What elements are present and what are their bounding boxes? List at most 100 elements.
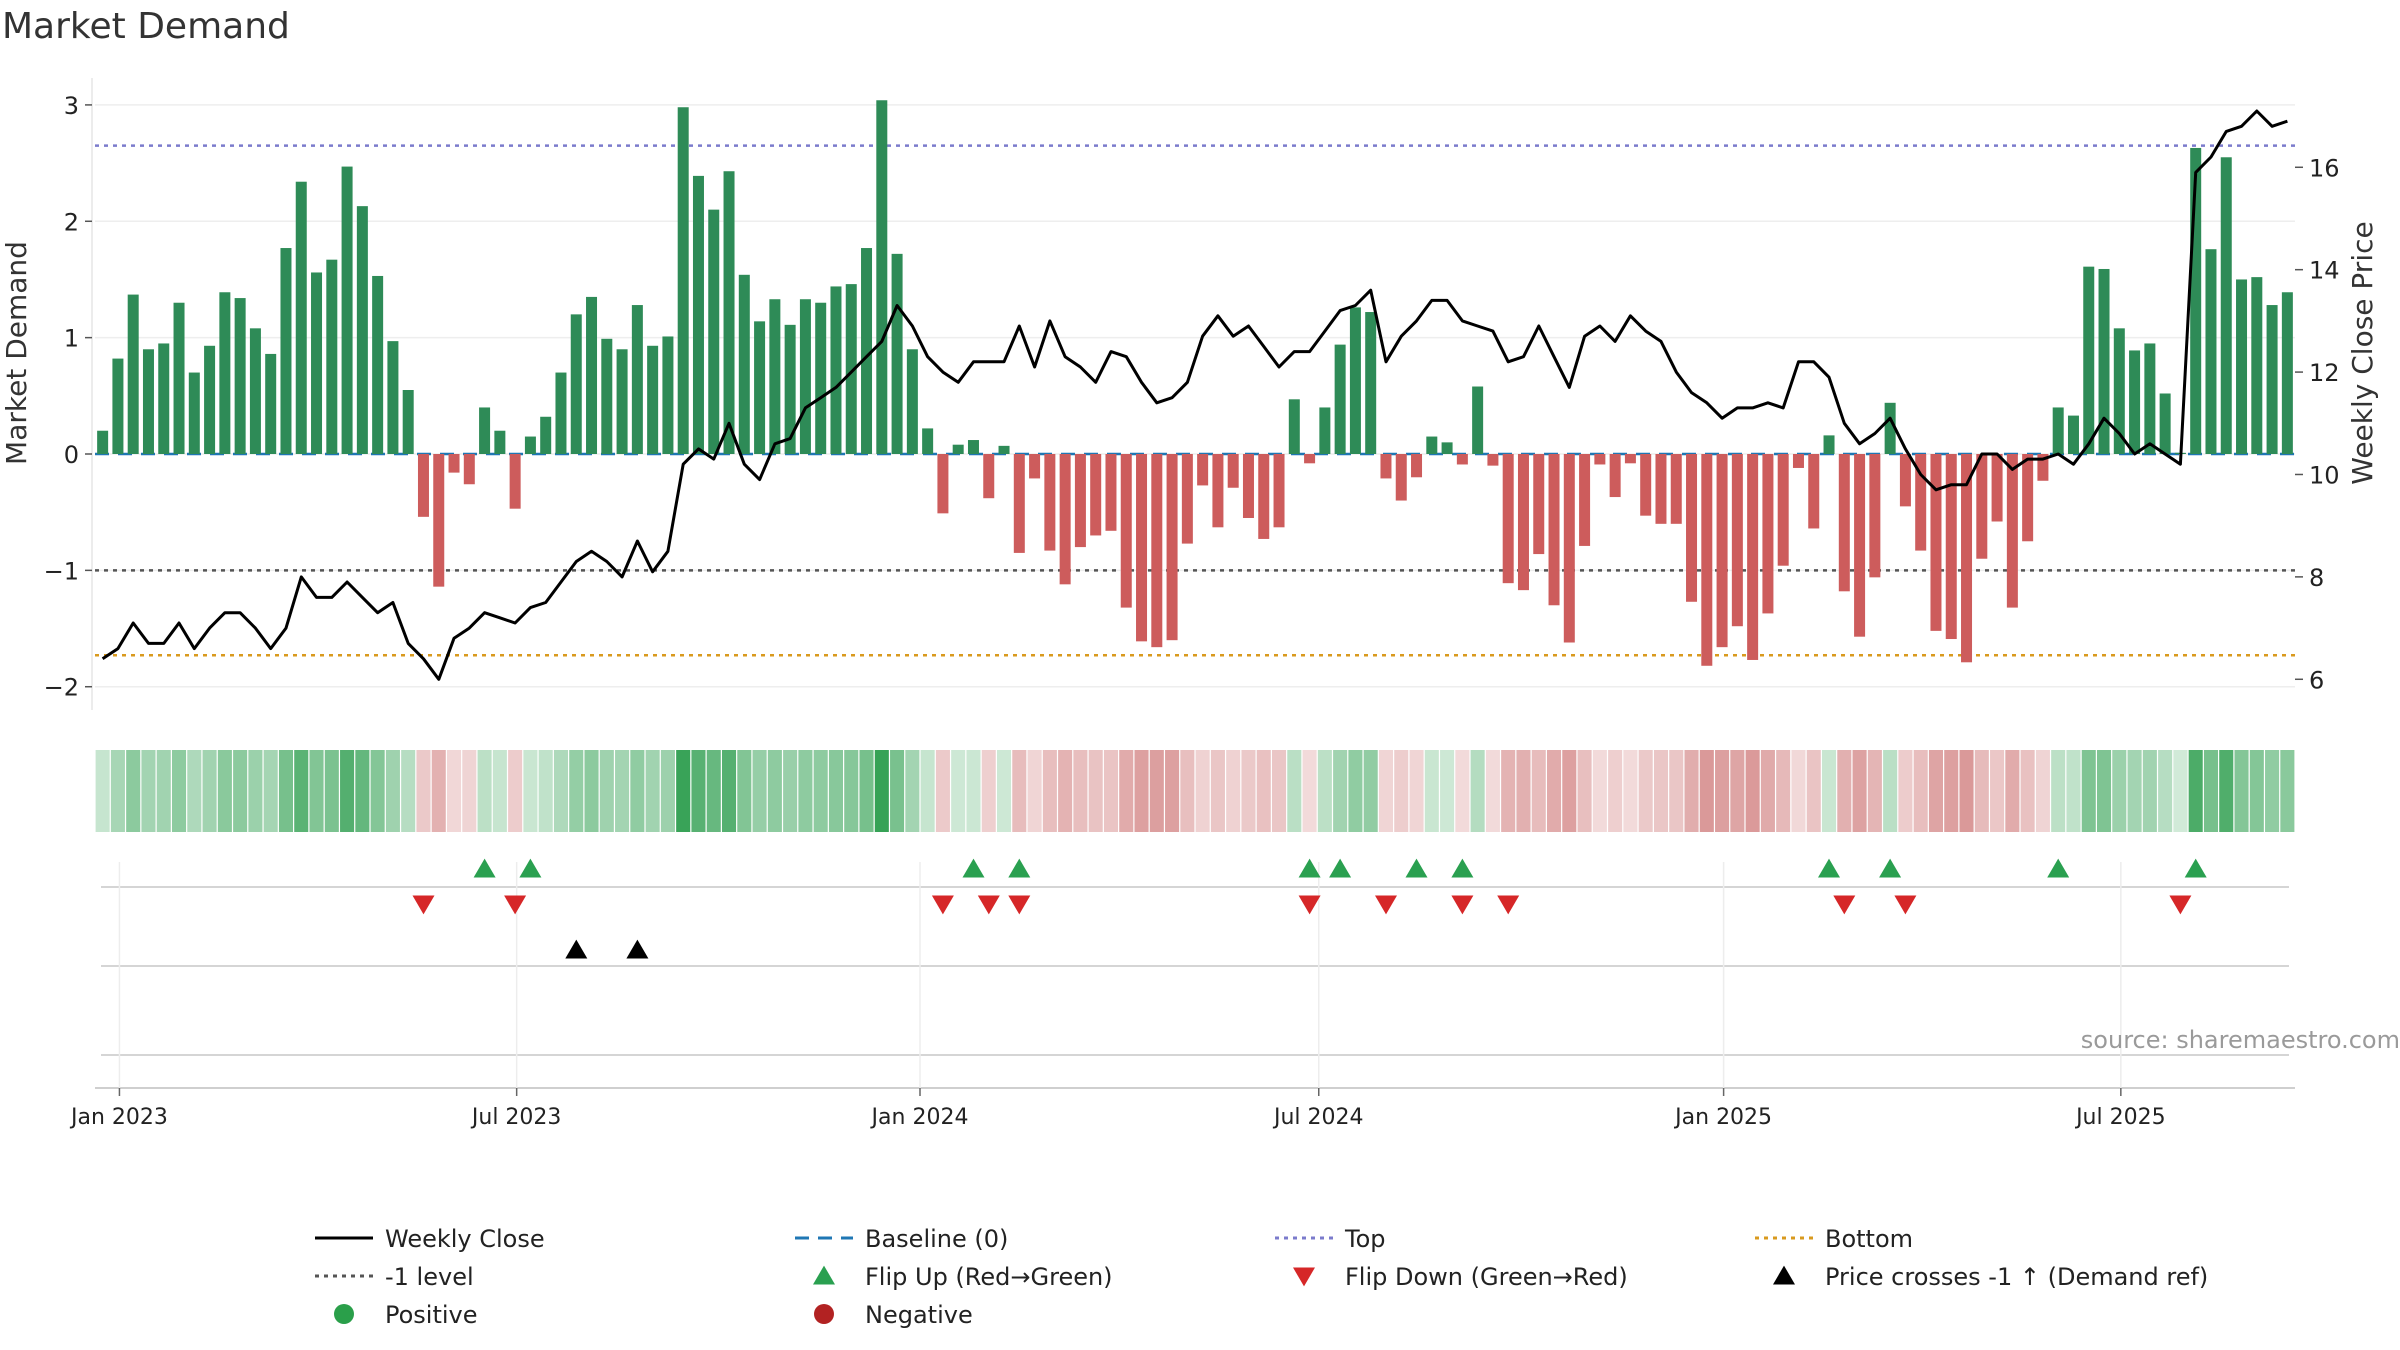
flip-down-marker (1894, 895, 1917, 915)
demand-bar (861, 248, 873, 454)
demand-bar (1395, 454, 1407, 501)
demand-bar (738, 274, 750, 454)
weekly-close-line (101, 109, 2288, 681)
heat-cell (813, 750, 828, 832)
heat-cell (721, 750, 737, 832)
heat-cell (951, 750, 966, 832)
heat-cell (187, 750, 202, 832)
demand-bar (2205, 249, 2217, 454)
demand-bar (1869, 454, 1881, 578)
heat-cell (1577, 750, 1592, 832)
demand-bar (1411, 454, 1423, 478)
demand-bar (1441, 442, 1453, 454)
heat-cell (1333, 750, 1348, 832)
demand-bar (2159, 393, 2171, 454)
demand-bar (1762, 454, 1774, 614)
heat-cell (2081, 750, 2096, 832)
right-tick-label: 14 (2309, 257, 2340, 285)
flip-up-marker (2047, 858, 2070, 878)
heat-cell (553, 750, 569, 832)
heat-cell (645, 750, 660, 832)
demand-bar (906, 349, 918, 454)
heat-cell (1226, 750, 1241, 832)
x-tick-label: Jan 2025 (1673, 1105, 1772, 1130)
demand-bar (1227, 454, 1239, 488)
demand-bar (1579, 454, 1591, 546)
heat-cell (355, 750, 370, 832)
heat-cell (2005, 750, 2020, 832)
heat-cell (2051, 750, 2066, 832)
demand-bar (402, 390, 414, 454)
heat-cell (1271, 750, 1287, 832)
heat-cell (1119, 750, 1134, 832)
heat-cell (1378, 750, 1394, 832)
heat-cell (1363, 750, 1378, 832)
demand-bar (1304, 454, 1316, 464)
demand-bar (433, 454, 445, 587)
heat-cell (1348, 750, 1363, 832)
demand-heat-strip (95, 750, 2295, 832)
flip-up-marker (2184, 858, 2207, 878)
heat-cell (1058, 750, 1073, 832)
demand-bar (845, 284, 857, 454)
demand-bar (1258, 454, 1270, 539)
left-tick-label: 2 (64, 208, 79, 236)
heat-cell (141, 750, 156, 832)
demand-bar (1044, 454, 1056, 551)
demand-bar (1686, 454, 1698, 602)
demand-bar (1212, 454, 1224, 528)
heat-cell (1913, 750, 1928, 832)
heat-cell (1592, 750, 1607, 832)
heat-cell (1516, 750, 1531, 832)
demand-bar (1074, 454, 1086, 548)
right-tick-label: 16 (2309, 154, 2340, 182)
heat-cell (1944, 750, 1959, 832)
flip-down-marker (1497, 895, 1520, 915)
demand-bar (1899, 454, 1911, 507)
demand-bar (1319, 407, 1331, 454)
demand-bar (2220, 157, 2232, 455)
legend-label: -1 level (385, 1263, 474, 1291)
flip-up-marker (1879, 858, 1902, 878)
heat-cell (1088, 750, 1103, 832)
demand-bar (1701, 454, 1713, 666)
demand-bar (1502, 454, 1514, 584)
legend-label: Bottom (1825, 1225, 1913, 1253)
demand-bar (1792, 454, 1804, 468)
flip-up-marker (1329, 858, 1352, 878)
flip-down-marker (977, 895, 1000, 915)
flip-down-marker (504, 895, 527, 915)
demand-bar (1808, 454, 1820, 529)
heat-cell (844, 750, 859, 832)
heat-cell (1699, 750, 1714, 832)
heat-cell (1760, 750, 1775, 832)
demand-bar (570, 314, 582, 454)
demand-bar (2129, 350, 2141, 454)
demand-bar (1365, 312, 1377, 454)
demand-bar (922, 428, 934, 454)
heat-cell (966, 750, 981, 832)
heat-cell (783, 750, 798, 832)
demand-bar (1747, 454, 1759, 660)
demand-bar (1136, 454, 1148, 642)
x-tick-label: Jul 2023 (470, 1105, 562, 1130)
right-tick-label: 8 (2309, 564, 2324, 592)
heat-cell (1990, 750, 2005, 832)
flip-down-marker (412, 895, 435, 915)
heat-cell (2249, 750, 2264, 832)
flip-down-marker (2169, 895, 2192, 915)
demand-bar (1029, 454, 1041, 479)
heat-cell (1027, 750, 1042, 832)
heat-cell (508, 750, 523, 832)
demand-bar (280, 248, 292, 454)
heat-cell (1195, 750, 1210, 832)
legend-swatch (1293, 1267, 1315, 1287)
flip-down-marker (931, 895, 954, 915)
legend-label: Top (1344, 1225, 1386, 1253)
heat-cell (171, 750, 187, 832)
demand-bar (983, 454, 995, 499)
heat-cell (477, 750, 492, 832)
heat-cell (416, 750, 431, 832)
heat-cell (110, 750, 125, 832)
